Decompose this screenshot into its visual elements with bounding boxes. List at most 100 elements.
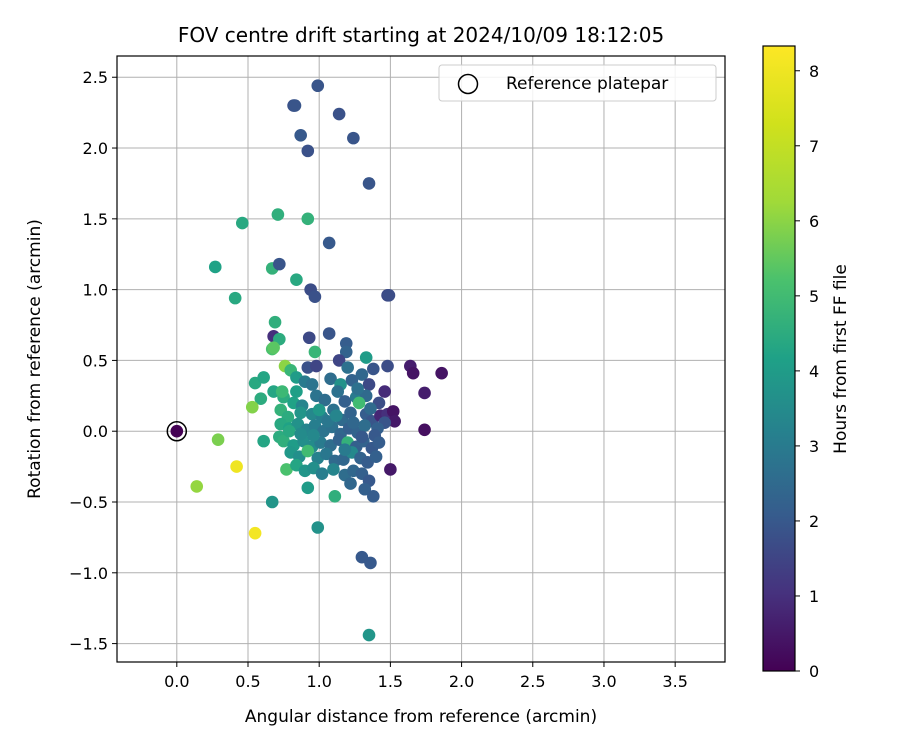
y-tick-label: 0.0 — [83, 422, 108, 441]
data-point — [294, 406, 307, 420]
data-point — [248, 526, 262, 540]
data-point — [275, 385, 289, 398]
colorbar-tick-label: 3 — [809, 437, 819, 456]
data-point — [418, 386, 431, 400]
data-point — [339, 345, 353, 359]
data-point — [359, 351, 373, 364]
data-point — [388, 414, 401, 428]
data-point — [290, 273, 303, 287]
legend-box — [438, 64, 717, 102]
y-tick-label: −1.0 — [69, 564, 108, 583]
x-axis-label: Angular distance from reference (arcmin) — [245, 707, 597, 727]
data-point — [366, 490, 380, 503]
legend-label-reference: Reference platepar — [506, 74, 668, 94]
colorbar: 0 1 2 3 4 5 6 7 8 Hours from first FF file — [762, 45, 851, 681]
data-point — [381, 359, 394, 373]
data-point — [294, 427, 307, 441]
y-tick-label: 2.5 — [83, 68, 108, 87]
data-point — [236, 216, 249, 230]
data-point — [364, 402, 377, 415]
data-point — [228, 291, 242, 305]
data-point — [355, 430, 369, 444]
data-point — [328, 490, 342, 503]
gridlines — [117, 56, 725, 662]
y-tick-label: 1.0 — [83, 281, 108, 300]
data-point — [352, 396, 366, 410]
data-point — [329, 409, 343, 422]
data-point — [344, 406, 357, 420]
data-point — [315, 467, 329, 480]
colorbar-tick-label: 8 — [809, 62, 819, 81]
data-point — [267, 341, 280, 354]
x-tick-label: 1.5 — [378, 672, 403, 691]
y-axis-ticks: −1.5 −1.0 −0.5 0.0 0.5 1.0 1.5 2.0 2.5 — [69, 68, 117, 654]
colorbar-tick-label: 6 — [809, 212, 819, 231]
data-point — [369, 450, 383, 463]
data-point — [308, 290, 322, 304]
x-tick-label: 1.0 — [306, 672, 331, 691]
data-point — [310, 359, 323, 373]
data-point — [362, 628, 376, 642]
data-point — [344, 477, 357, 490]
data-point — [311, 79, 325, 93]
reference-point — [170, 424, 184, 438]
data-point — [307, 429, 320, 442]
data-point — [312, 403, 326, 417]
data-point — [265, 495, 279, 509]
data-point — [311, 521, 325, 534]
data-point — [301, 212, 315, 226]
legend: Reference platepar — [438, 64, 717, 102]
data-point — [384, 463, 397, 476]
colorbar-tick-label: 7 — [809, 137, 819, 156]
data-point — [301, 144, 315, 158]
data-point — [282, 424, 296, 438]
data-point — [257, 371, 270, 384]
data-point — [332, 107, 346, 121]
data-point — [273, 257, 286, 271]
y-tick-label: 2.0 — [83, 139, 108, 158]
legend-reference-marker — [457, 73, 479, 95]
data-point — [208, 260, 222, 274]
colorbar-tick-label: 2 — [809, 512, 819, 531]
x-tick-label: 0.5 — [235, 672, 260, 691]
data-point — [378, 385, 391, 398]
colorbar-ticks: 0 1 2 3 4 5 6 7 8 — [795, 62, 819, 681]
data-point — [364, 556, 377, 570]
colorbar-label: Hours from first FF file — [831, 264, 851, 454]
colorbar-tick-label: 0 — [809, 662, 819, 681]
data-point — [347, 131, 360, 145]
x-tick-label: 2.0 — [449, 672, 474, 691]
data-point — [351, 382, 364, 396]
data-point — [338, 443, 352, 456]
data-point — [320, 447, 333, 461]
data-point — [366, 362, 380, 376]
data-point — [230, 460, 243, 473]
data-point — [277, 434, 290, 448]
chart-title: FOV centre drift starting at 2024/10/09 … — [178, 23, 664, 47]
data-point — [338, 395, 352, 408]
y-tick-label: −1.5 — [69, 635, 108, 654]
data-point — [322, 327, 336, 340]
data-point — [305, 378, 319, 391]
x-tick-label: 3.5 — [662, 672, 687, 691]
y-axis-label: Rotation from reference (arcmin) — [25, 219, 45, 499]
data-point — [254, 392, 268, 405]
colorbar-tick-label: 4 — [809, 362, 819, 381]
data-point — [337, 453, 350, 466]
data-point — [301, 481, 315, 495]
data-point — [322, 236, 336, 250]
data-point — [332, 354, 346, 367]
data-point — [271, 208, 285, 221]
data-point — [362, 177, 376, 190]
data-point — [318, 393, 332, 407]
x-tick-label: 2.5 — [520, 672, 545, 691]
colorbar-tick-label: 1 — [809, 587, 819, 606]
data-point — [341, 361, 354, 374]
data-point — [288, 99, 302, 112]
x-tick-label: 3.0 — [591, 672, 616, 691]
data-point — [290, 385, 303, 398]
data-point — [435, 366, 448, 380]
data-point — [294, 128, 307, 142]
plot-frame — [116, 55, 726, 663]
data-point — [280, 463, 293, 476]
